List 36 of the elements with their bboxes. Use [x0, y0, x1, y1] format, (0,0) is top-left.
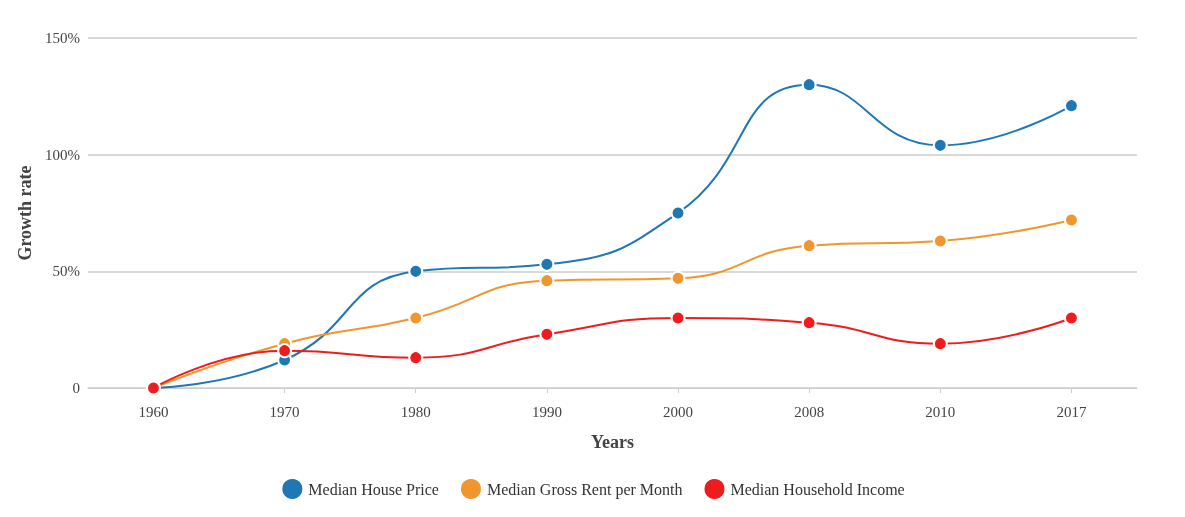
point	[670, 310, 686, 326]
y-tick-label: 50%	[52, 263, 80, 280]
x-tick-label: 2017	[1056, 403, 1087, 420]
point	[1063, 212, 1079, 228]
y-tick-label: 150%	[44, 30, 80, 46]
x-tick-label: 1990	[531, 403, 562, 420]
point	[539, 256, 555, 272]
y-axis-title: Growth rate	[15, 165, 35, 261]
legend-label: Median Gross Rent per Month	[486, 480, 683, 499]
point	[539, 326, 555, 342]
point	[1063, 98, 1079, 114]
point	[801, 77, 817, 93]
x-tick-label: 1980	[400, 403, 431, 420]
legend-label: Median Household Income	[730, 480, 905, 498]
point	[932, 137, 948, 153]
point	[670, 205, 686, 221]
point	[408, 310, 424, 326]
x-tick-label: 1970	[269, 403, 300, 420]
y-tick-label: 100%	[44, 146, 80, 163]
point	[932, 336, 948, 352]
x-tick-label: 2008	[794, 403, 825, 420]
point	[1063, 310, 1079, 326]
x-tick-label: 2010	[925, 403, 956, 420]
x-tick-label: 1960	[138, 403, 169, 420]
point	[408, 263, 424, 279]
y-tick-label: 0	[72, 380, 80, 396]
point	[539, 273, 555, 289]
point	[801, 315, 817, 331]
legend-label: Median House Price	[308, 480, 439, 498]
point	[277, 343, 293, 359]
x-tick-label: 2000	[663, 403, 694, 420]
point	[932, 233, 948, 249]
x-axis-title: Years	[590, 432, 634, 452]
point	[408, 350, 424, 366]
point	[801, 238, 817, 254]
point	[670, 270, 686, 286]
